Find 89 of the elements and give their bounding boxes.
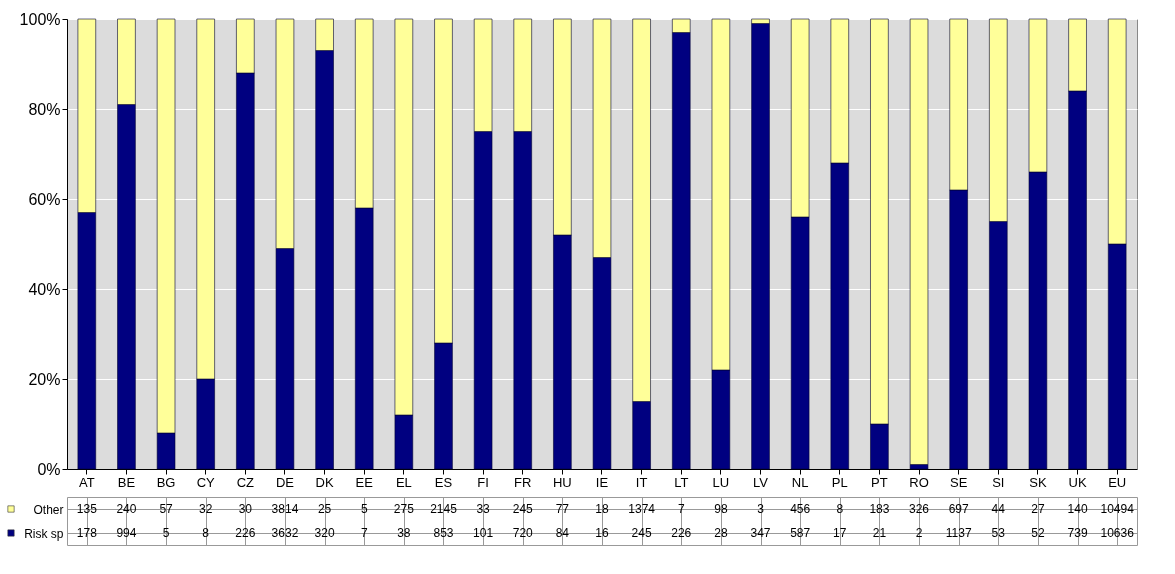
- text: 240: [116, 502, 137, 516]
- text: 8: [836, 502, 844, 516]
- x-tick-label: PL: [831, 474, 848, 490]
- text: 7: [360, 526, 368, 540]
- text: 25: [317, 502, 332, 516]
- text: 5: [162, 526, 170, 540]
- x-tick-label: SK: [1029, 474, 1047, 490]
- text: 994: [116, 526, 137, 540]
- text: 8: [202, 526, 210, 540]
- text: 18: [595, 502, 609, 516]
- x-tick-label: LV: [753, 474, 769, 490]
- y-tick-label: 80%: [28, 100, 61, 118]
- text: 53: [991, 526, 1006, 540]
- text: 44: [991, 502, 1006, 516]
- text: 2145: [430, 502, 458, 516]
- x-tick-label: CY: [196, 474, 216, 490]
- x-tick-label: AT: [78, 474, 95, 490]
- x-tick-label: FR: [514, 474, 532, 490]
- text: 7: [677, 502, 685, 516]
- x-tick-label: EU: [1108, 474, 1127, 490]
- text: 21: [872, 526, 887, 540]
- text: 140: [1067, 502, 1088, 516]
- text: 38: [397, 526, 411, 540]
- text: 183: [869, 502, 890, 516]
- x-tick-label: SE: [949, 474, 968, 490]
- legend-label: Other: [33, 502, 64, 517]
- text: 275: [393, 502, 415, 516]
- x-tick-label: ES: [434, 474, 453, 490]
- text: 10636: [1100, 526, 1135, 540]
- text: 28: [714, 526, 728, 540]
- text: 2: [915, 526, 923, 540]
- text: 5: [360, 502, 368, 516]
- text: 32: [199, 502, 213, 516]
- x-tick-label: IE: [595, 474, 609, 490]
- text: 10494: [1100, 502, 1135, 516]
- x-tick-label: UK: [1068, 474, 1087, 490]
- text: 697: [948, 502, 969, 516]
- text: 17: [833, 526, 847, 540]
- x-tick-label: RO: [909, 474, 929, 490]
- x-tick-label: CZ: [236, 474, 255, 490]
- text: 1137: [945, 526, 972, 540]
- x-tick-label: LT: [674, 474, 689, 490]
- text: 326: [909, 502, 930, 516]
- text: 27: [1031, 502, 1045, 516]
- x-tick-label: HU: [552, 474, 572, 490]
- text: 16: [595, 526, 609, 540]
- text: 1374: [628, 502, 656, 516]
- y-tick-label: 60%: [28, 190, 61, 208]
- text: 30: [238, 502, 253, 516]
- x-tick-label: DK: [315, 474, 334, 490]
- x-tick-label: BG: [156, 474, 176, 490]
- text: 3814: [271, 502, 299, 516]
- x-tick-label: EL: [395, 474, 412, 490]
- text: 178: [76, 526, 98, 540]
- x-tick-label: FI: [477, 474, 489, 490]
- text: 347: [750, 526, 771, 540]
- text: 245: [512, 502, 534, 516]
- text: 3632: [271, 526, 299, 540]
- x-tick-label: SI: [992, 474, 1005, 490]
- text: 84: [555, 526, 570, 540]
- x-tick-label: NL: [791, 474, 809, 490]
- y-tick-label: 100%: [19, 10, 61, 28]
- text: 245: [631, 526, 652, 540]
- text: 101: [473, 526, 494, 540]
- x-tick-label: EE: [355, 474, 374, 490]
- text: 33: [476, 502, 491, 516]
- x-tick-label: DE: [275, 474, 295, 490]
- y-tick-label: 20%: [28, 370, 61, 388]
- text: 320: [314, 526, 335, 540]
- text: 77: [555, 502, 570, 516]
- text: 587: [790, 526, 811, 540]
- x-tick-label: LU: [712, 474, 730, 490]
- y-tick-label: 0%: [37, 460, 61, 478]
- text: 57: [159, 502, 174, 516]
- text: 135: [76, 502, 98, 516]
- text: 739: [1067, 526, 1088, 540]
- text: 98: [714, 502, 728, 516]
- text: 52: [1031, 526, 1045, 540]
- text: 226: [235, 526, 256, 540]
- y-tick-label: 40%: [28, 280, 61, 298]
- x-tick-label: PT: [871, 474, 888, 490]
- text: 853: [433, 526, 454, 540]
- text: 226: [671, 526, 692, 540]
- text: 3: [757, 502, 765, 516]
- x-tick-label: IT: [635, 474, 648, 490]
- x-tick-label: BE: [117, 474, 136, 490]
- legend-label: Risk sp: [24, 526, 64, 541]
- text: 456: [790, 502, 811, 516]
- text: 720: [512, 526, 534, 540]
